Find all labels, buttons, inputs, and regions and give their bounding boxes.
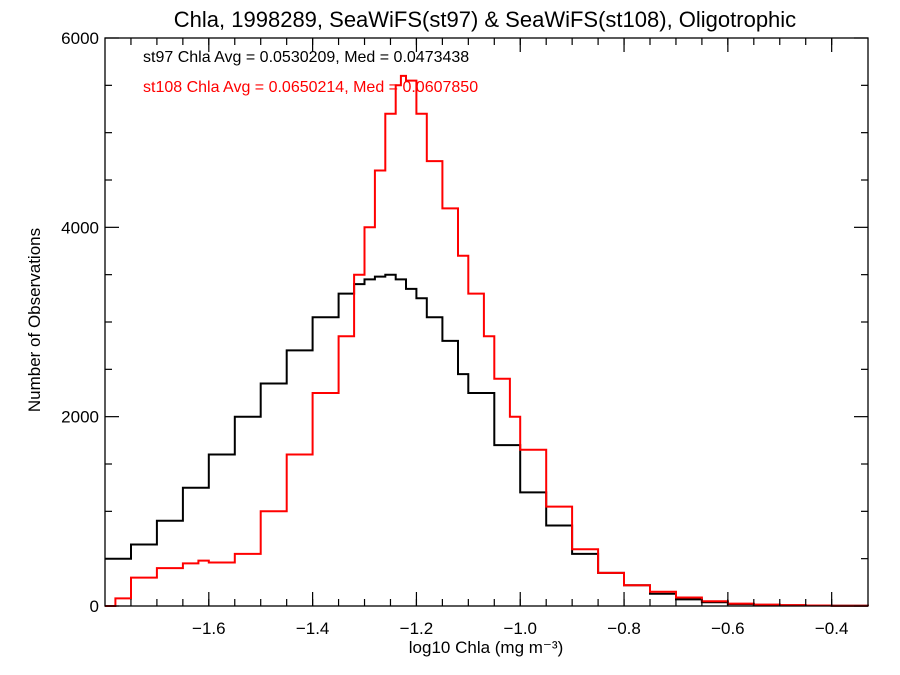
x-tick-label: −1.0 — [503, 619, 537, 638]
x-tick-label: −0.6 — [711, 619, 745, 638]
y-tick-label: 6000 — [61, 29, 99, 48]
x-tick-label: −0.4 — [815, 619, 849, 638]
axis-ticks — [105, 37, 868, 607]
chart-title: Chla, 1998289, SeaWiFS(st97) & SeaWiFS(s… — [174, 7, 796, 32]
y-tick-label: 2000 — [61, 408, 99, 427]
y-tick-label: 0 — [90, 597, 99, 616]
y-axis-label: Number of Observations — [25, 228, 44, 412]
x-tick-label: −1.6 — [192, 619, 226, 638]
x-tick-label: −1.2 — [400, 619, 434, 638]
st108-stats-annotation: st108 Chla Avg = 0.0650214, Med = 0.0607… — [143, 79, 478, 96]
series-line-st108 — [105, 74, 869, 607]
st97-stats-annotation: st97 Chla Avg = 0.0530209, Med = 0.04734… — [143, 49, 469, 66]
x-tick-label: −0.8 — [607, 619, 641, 638]
plot-series-layer — [105, 74, 869, 607]
y-tick-label: 4000 — [61, 218, 99, 237]
x-axis-label: log10 Chla (mg m⁻³) — [409, 638, 563, 657]
axis-tick-labels: −1.6 −1.4 −1.2 −1.0 −0.8 −0.6 −0.4 0 2000 4000 600… — [61, 29, 848, 638]
x-tick-label: −1.4 — [296, 619, 330, 638]
